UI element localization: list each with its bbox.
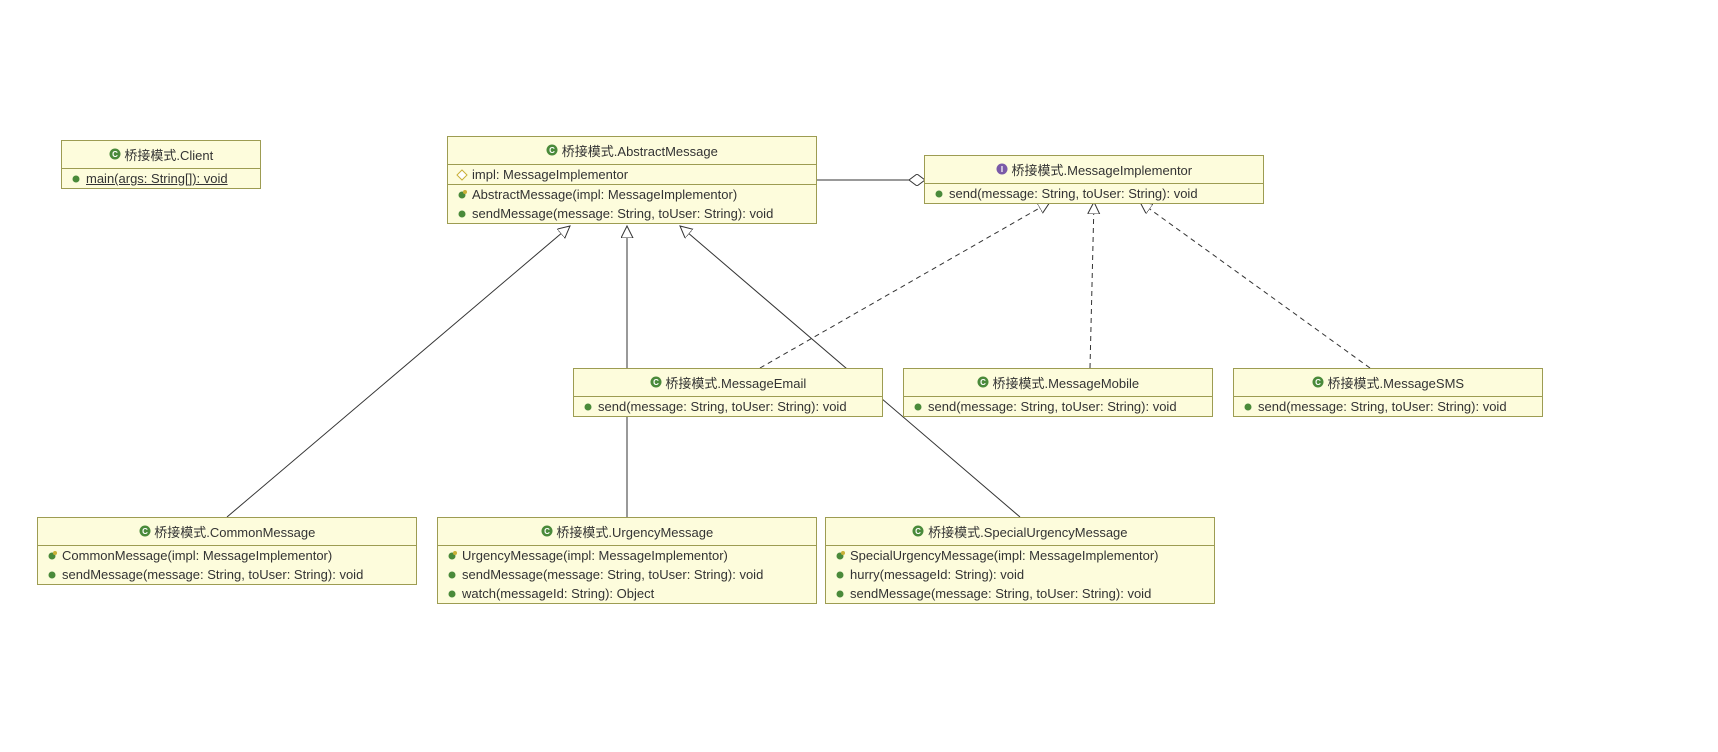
member-text: sendMessage(message: String, toUser: Str… bbox=[850, 586, 1151, 601]
method-icon bbox=[912, 401, 924, 413]
method-icon bbox=[1242, 401, 1254, 413]
member-row: SpecialUrgencyMessage(impl: MessageImple… bbox=[826, 546, 1214, 565]
member-text: send(message: String, toUser: String): v… bbox=[928, 399, 1177, 414]
member-text: send(message: String, toUser: String): v… bbox=[1258, 399, 1507, 414]
member-row: watch(messageId: String): Object bbox=[438, 584, 816, 603]
member-text: impl: MessageImplementor bbox=[472, 167, 628, 182]
method-icon bbox=[46, 569, 58, 581]
class-icon: C bbox=[546, 144, 558, 156]
title-text: 桥接模式.MessageEmail bbox=[665, 376, 806, 391]
class-message-mobile: C 桥接模式.MessageMobile send(message: Strin… bbox=[903, 368, 1213, 417]
class-icon: C bbox=[1312, 376, 1324, 388]
member-row: UrgencyMessage(impl: MessageImplementor) bbox=[438, 546, 816, 565]
svg-text:C: C bbox=[112, 150, 118, 159]
class-message-email: C 桥接模式.MessageEmail send(message: String… bbox=[573, 368, 883, 417]
method-icon bbox=[834, 569, 846, 581]
member-text: UrgencyMessage(impl: MessageImplementor) bbox=[462, 548, 728, 563]
title-text: 桥接模式.CommonMessage bbox=[154, 525, 315, 540]
class-client: C 桥接模式.Client main(args: String[]): void bbox=[61, 140, 261, 189]
class-urgency-message: C 桥接模式.UrgencyMessage UrgencyMessage(imp… bbox=[437, 517, 817, 604]
member-row: send(message: String, toUser: String): v… bbox=[925, 184, 1263, 203]
interface-icon: I bbox=[996, 163, 1008, 175]
member-row: sendMessage(message: String, toUser: Str… bbox=[438, 565, 816, 584]
svg-text:I: I bbox=[1001, 165, 1003, 174]
member-row: sendMessage(message: String, toUser: Str… bbox=[448, 204, 816, 223]
class-icon: C bbox=[650, 376, 662, 388]
method-icon bbox=[446, 569, 458, 581]
member-text: AbstractMessage(impl: MessageImplementor… bbox=[472, 187, 737, 202]
title-text: 桥接模式.UrgencyMessage bbox=[556, 525, 713, 540]
svg-text:C: C bbox=[544, 527, 550, 536]
member-text: sendMessage(message: String, toUser: Str… bbox=[472, 206, 773, 221]
class-icon: C bbox=[977, 376, 989, 388]
member-text: send(message: String, toUser: String): v… bbox=[949, 186, 1198, 201]
class-title: C 桥接模式.Client bbox=[62, 141, 260, 169]
svg-text:C: C bbox=[549, 146, 555, 155]
class-title: C 桥接模式.MessageMobile bbox=[904, 369, 1212, 397]
class-special-urgency-message: C 桥接模式.SpecialUrgencyMessage SpecialUrge… bbox=[825, 517, 1215, 604]
class-title: C 桥接模式.MessageSMS bbox=[1234, 369, 1542, 397]
member-text: hurry(messageId: String): void bbox=[850, 567, 1024, 582]
svg-text:C: C bbox=[653, 378, 659, 387]
field-icon bbox=[456, 169, 468, 181]
member-text: sendMessage(message: String, toUser: Str… bbox=[62, 567, 363, 582]
class-common-message: C 桥接模式.CommonMessage CommonMessage(impl:… bbox=[37, 517, 417, 585]
member-text: watch(messageId: String): Object bbox=[462, 586, 654, 601]
class-abstract-message: C 桥接模式.AbstractMessage impl: MessageImpl… bbox=[447, 136, 817, 224]
class-message-sms: C 桥接模式.MessageSMS send(message: String, … bbox=[1233, 368, 1543, 417]
member-text: CommonMessage(impl: MessageImplementor) bbox=[62, 548, 332, 563]
method-icon bbox=[456, 208, 468, 220]
member-row: send(message: String, toUser: String): v… bbox=[1234, 397, 1542, 416]
title-text: 桥接模式.AbstractMessage bbox=[562, 144, 718, 159]
constructor-icon bbox=[446, 550, 458, 562]
member-row: AbstractMessage(impl: MessageImplementor… bbox=[448, 185, 816, 204]
class-icon: C bbox=[912, 525, 924, 537]
class-icon: C bbox=[109, 148, 121, 160]
svg-text:C: C bbox=[980, 378, 986, 387]
title-text: 桥接模式.MessageSMS bbox=[1328, 376, 1465, 391]
class-title: C 桥接模式.SpecialUrgencyMessage bbox=[826, 518, 1214, 546]
method-icon bbox=[446, 588, 458, 600]
member-text: main(args: String[]): void bbox=[86, 171, 228, 186]
member-row: impl: MessageImplementor bbox=[448, 165, 816, 184]
title-text: 桥接模式.SpecialUrgencyMessage bbox=[928, 525, 1127, 540]
class-title: C 桥接模式.CommonMessage bbox=[38, 518, 416, 546]
constructor-icon bbox=[46, 550, 58, 562]
method-icon bbox=[582, 401, 594, 413]
method-icon bbox=[70, 173, 82, 185]
method-icon bbox=[834, 588, 846, 600]
class-icon: C bbox=[139, 525, 151, 537]
interface-message-implementor: I 桥接模式.MessageImplementor send(message: … bbox=[924, 155, 1264, 204]
class-title: C 桥接模式.UrgencyMessage bbox=[438, 518, 816, 546]
member-row: main(args: String[]): void bbox=[62, 169, 260, 188]
member-row: sendMessage(message: String, toUser: Str… bbox=[38, 565, 416, 584]
class-title: C 桥接模式.AbstractMessage bbox=[448, 137, 816, 165]
member-row: send(message: String, toUser: String): v… bbox=[574, 397, 882, 416]
member-row: hurry(messageId: String): void bbox=[826, 565, 1214, 584]
title-text: 桥接模式.Client bbox=[124, 148, 213, 163]
title-text: 桥接模式.MessageMobile bbox=[992, 376, 1139, 391]
method-icon bbox=[933, 188, 945, 200]
title-text: 桥接模式.MessageImplementor bbox=[1012, 163, 1193, 178]
class-title: C 桥接模式.MessageEmail bbox=[574, 369, 882, 397]
member-row: sendMessage(message: String, toUser: Str… bbox=[826, 584, 1214, 603]
svg-text:C: C bbox=[1315, 378, 1321, 387]
member-row: send(message: String, toUser: String): v… bbox=[904, 397, 1212, 416]
svg-text:C: C bbox=[916, 527, 922, 536]
class-title: I 桥接模式.MessageImplementor bbox=[925, 156, 1263, 184]
constructor-icon bbox=[456, 189, 468, 201]
class-icon: C bbox=[541, 525, 553, 537]
constructor-icon bbox=[834, 550, 846, 562]
member-text: send(message: String, toUser: String): v… bbox=[598, 399, 847, 414]
member-text: sendMessage(message: String, toUser: Str… bbox=[462, 567, 763, 582]
member-text: SpecialUrgencyMessage(impl: MessageImple… bbox=[850, 548, 1159, 563]
svg-text:C: C bbox=[142, 527, 148, 536]
member-row: CommonMessage(impl: MessageImplementor) bbox=[38, 546, 416, 565]
